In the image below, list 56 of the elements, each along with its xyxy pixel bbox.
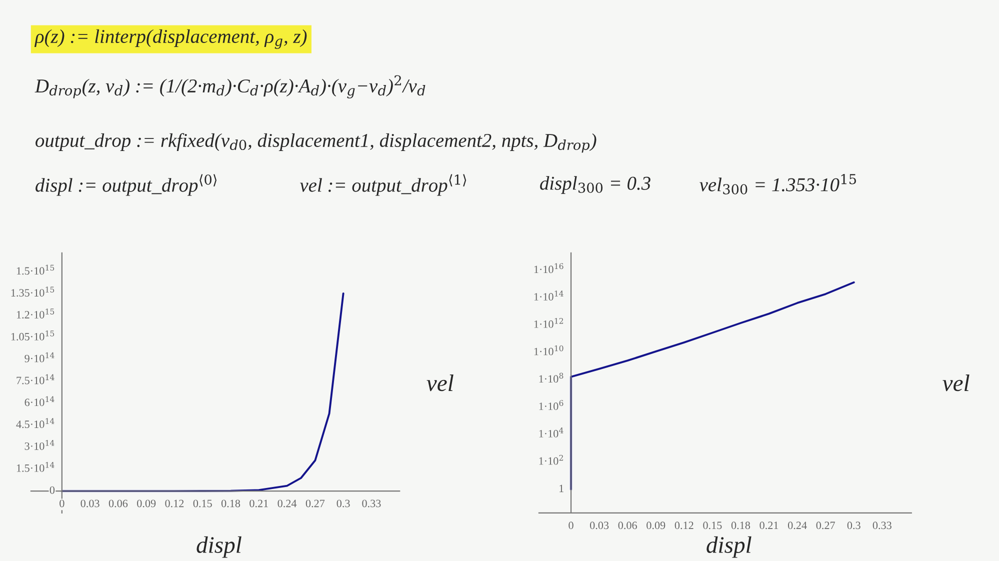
y-tick-label: 1.2·10$^{15}$	[16, 308, 54, 319]
x-axis-title: displ	[706, 536, 752, 558]
x-tick-label: 0.3	[847, 522, 860, 530]
line-series	[570, 281, 855, 490]
y-tick-label: 1·10$^{10}$	[534, 345, 564, 356]
x-tick-label: 0.09	[137, 500, 156, 508]
text: D$_{drop}$(z, v$_{d}$) := (1/(2·m$_{d}$)·C$_{d}$·ρ(z)·A$_{d}$)·(v$_{g}$−v$_{d}$)$^{2}$/v$_{d}$	[34, 75, 426, 98]
x-tick-label: 0.33	[872, 522, 892, 530]
text: output_drop := rkfixed(v$_{d0}$, displacement1, displacement2, npts, D$_{drop}$)	[36, 133, 596, 153]
x-tick-label: 0.18	[221, 500, 240, 508]
y-tick-label: 1·10$^{6}$	[539, 400, 564, 410]
y-tick-label: 1·10$^{12}$	[534, 318, 564, 328]
text: ρ(z) := linterp(displacement, ρ$_{g}$, z)	[34, 29, 307, 49]
x-tick-label: 0	[568, 522, 574, 530]
text: vel$_{300}$ = 1.353·10$^{15}$	[700, 174, 856, 194]
text: displ$_{300}$ = 0.3	[540, 176, 650, 194]
x-tick-label: 0.06	[108, 500, 128, 508]
x-tick-label: 0.15	[703, 522, 722, 530]
x-tick-label: 0.12	[674, 522, 694, 530]
x-tick-label: 0.03	[80, 500, 100, 508]
y-tick-label: 1·10$^{2}$	[539, 454, 563, 465]
x-tick-label: 0.24	[788, 522, 807, 530]
y-tick-label: 1.35·10$^{15}$	[11, 286, 54, 297]
x-tick-label: 0	[60, 500, 64, 508]
x-tick-label: 0.06	[618, 522, 637, 530]
y-tick-label: 3·10$^{14}$	[24, 440, 54, 450]
y-tick-label: 1·10$^{16}$	[534, 263, 564, 274]
y-tick-label: 6·10$^{14}$	[24, 396, 54, 406]
x-tick-label: 0.27	[306, 500, 325, 508]
x-tick-label: 0.33	[362, 500, 381, 508]
x-tick-label: 0.12	[165, 500, 184, 508]
x-tick-label: 0.03	[590, 522, 609, 530]
x-tick-label: 0.09	[646, 522, 666, 530]
y-tick-label: 1·10$^{4}$	[539, 427, 564, 438]
y-tick-label: 1.5·10$^{15}$	[16, 264, 54, 275]
y-tick-label: 1	[559, 484, 564, 492]
x-axis-title: displ	[196, 536, 242, 558]
y-tick-label: 7.5·10$^{14}$	[16, 374, 54, 384]
y-tick-label: 1·10$^{8}$	[539, 372, 564, 383]
x-tick-label: 0.24	[278, 500, 297, 508]
y-tick-label: 9·10$^{14}$	[24, 352, 54, 362]
x-tick-label: 0.3	[336, 500, 350, 508]
text: displ := output_drop$^{⟨0⟩}$	[36, 174, 216, 196]
y-axis-title: vel	[426, 374, 454, 392]
y-tick-label: 1.05·10$^{15}$	[11, 330, 54, 340]
x-tick-label: 0.21	[760, 522, 778, 530]
x-tick-label: 0.15	[193, 500, 212, 508]
y-tick-label: 1.5·10$^{14}$	[16, 462, 54, 472]
y-tick-label: 1·10$^{14}$	[534, 290, 564, 301]
x-tick-label: 0.18	[731, 522, 750, 530]
y-axis-title: vel	[942, 374, 970, 392]
x-tick-label: 0.27	[816, 522, 835, 530]
x-tick-label: 0.21	[250, 500, 268, 508]
y-tick-label: 0	[50, 486, 55, 494]
y-tick-label: 4.5·10$^{14}$	[16, 418, 54, 428]
text: vel := output_drop$^{⟨1⟩}$	[300, 174, 466, 196]
